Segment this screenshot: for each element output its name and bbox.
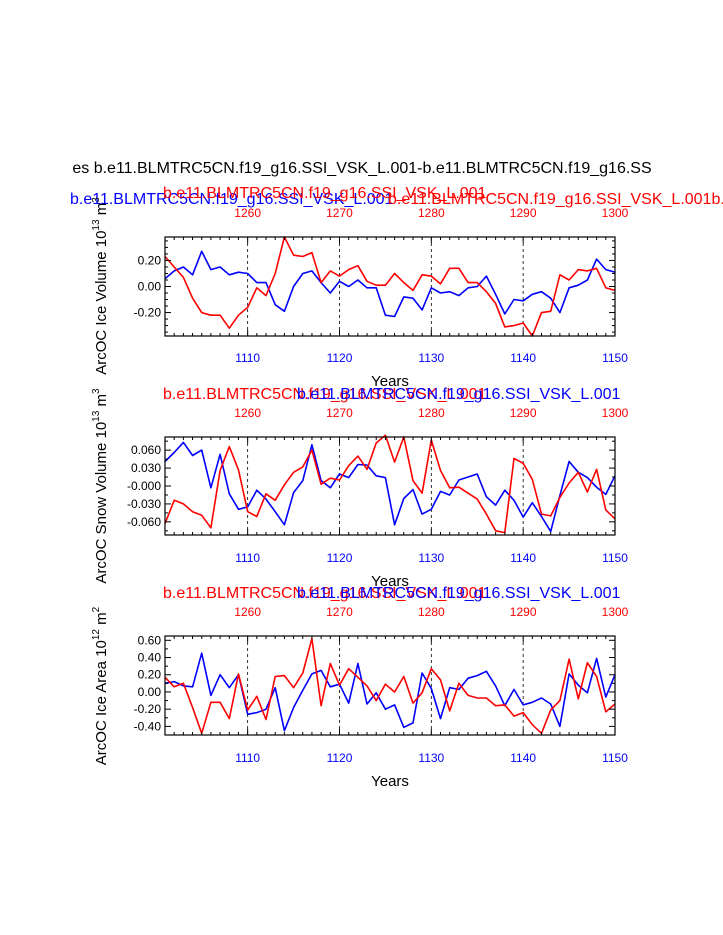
blue-series-line [164, 250, 616, 318]
y-tick-label: 0.20 [138, 253, 162, 267]
main-title: es b.e11.BLMTRC5CN.f19_g16.SSI_VSK_L.001… [72, 160, 651, 177]
x-tick-label-bottom: 1130 [418, 751, 444, 765]
x-tick-label-top: 1270 [326, 406, 353, 420]
x-tick-label-bottom: 1150 [602, 551, 628, 565]
x-axis-label: Years [371, 573, 409, 590]
y-tick-label: 0.40 [138, 651, 162, 665]
x-tick-label-top: 1300 [602, 206, 629, 220]
x-tick-label-bottom: 1150 [602, 751, 628, 765]
plot-frame [164, 436, 616, 536]
chart-ice-area: b.e11.BLMTRC5CN.f19_g16.SSI_VSK_L.001b.e… [91, 585, 629, 790]
chart-panels: b.e11.BLMTRC5CN.f19_g16.SSI_VSK_L.001 111… [91, 185, 629, 790]
y-axis-label: ArcOC Ice Volume 1013 m3 [91, 197, 110, 375]
y-tick-label: -0.20 [134, 306, 162, 320]
x-tick-label-bottom: 1140 [510, 551, 536, 565]
x-tick-label-top: 1280 [418, 605, 445, 619]
x-tick-label-bottom: 1120 [327, 551, 353, 565]
y-tick-label: -0.060 [127, 515, 161, 529]
x-tick-label-top: 1300 [602, 605, 629, 619]
x-tick-label-top: 1270 [326, 605, 353, 619]
x-tick-label-bottom: 1130 [418, 551, 444, 565]
y-axis-label: ArcOC Ice Area 1012 m2 [91, 606, 110, 765]
red-series-title: b.e11.BLMTRC5CN.f19_g16.SSI_VSK_L.001 [163, 386, 487, 403]
top-red-title: b.e11.BLMTRC5CN.f19_g16.SSI_VSK_L.001b.e… [388, 191, 723, 208]
y-tick-label: 0.00 [138, 685, 162, 699]
x-tick-label-bottom: 1110 [235, 551, 260, 565]
x-tick-label-top: 1300 [602, 406, 629, 420]
y-tick-label: 0.20 [138, 668, 162, 682]
red-series-line [164, 434, 616, 534]
x-tick-label-bottom: 1120 [327, 751, 353, 765]
red-series-title: b.e11.BLMTRC5CN.f19_g16.SSI_VSK_L.001 [163, 185, 487, 202]
x-tick-label-top: 1290 [510, 206, 537, 220]
red-series-line [164, 637, 616, 735]
red-series-title: b.e11.BLMTRC5CN.f19_g16.SSI_VSK_L.001 [163, 585, 487, 602]
red-series-line [164, 236, 616, 337]
x-tick-label-top: 1260 [234, 206, 261, 220]
x-tick-label-top: 1260 [234, 605, 261, 619]
x-tick-label-top: 1270 [326, 206, 353, 220]
y-axis-label: ArcOC Snow Volume 1013 m3 [91, 388, 110, 584]
x-tick-label-bottom: 1120 [327, 351, 353, 365]
blue-series-title: b.e11.BLMTRC5CN.f19_g16.SSI_VSK_L.001 [297, 386, 621, 403]
x-tick-label-top: 1280 [418, 406, 445, 420]
y-tick-label: 0.60 [138, 633, 162, 647]
chart-ice-volume: b.e11.BLMTRC5CN.f19_g16.SSI_VSK_L.001 111… [91, 185, 629, 390]
x-axis-label: Years [371, 773, 409, 790]
x-tick-label-top: 1290 [510, 406, 537, 420]
y-tick-label: 0.060 [131, 443, 161, 457]
y-tick-label: -0.20 [134, 702, 162, 716]
x-tick-label-bottom: 1110 [235, 351, 260, 365]
plot-frame [164, 236, 616, 337]
blue-series-title: b.e11.BLMTRC5CN.f19_g16.SSI_VSK_L.001 [297, 585, 621, 602]
y-tick-label: 0.030 [131, 461, 161, 475]
x-tick-label-bottom: 1130 [418, 351, 444, 365]
x-axis-label: Years [371, 373, 409, 390]
chart-snow-volume: b.e11.BLMTRC5CN.f19_g16.SSI_VSK_L.001b.e… [91, 386, 629, 590]
blue-series-line [164, 441, 616, 533]
x-tick-label-top: 1290 [510, 605, 537, 619]
x-tick-label-bottom: 1140 [510, 751, 536, 765]
plot-frame [164, 635, 616, 736]
top-blue-title: b.e11.BLMTRC5CN.f19_g16.SSI_VSK_L.001 [70, 191, 394, 208]
x-tick-label-top: 1280 [418, 206, 445, 220]
x-tick-label-bottom: 1150 [602, 351, 628, 365]
y-tick-label: -0.000 [127, 479, 161, 493]
x-tick-label-bottom: 1110 [235, 751, 260, 765]
y-tick-label: -0.030 [127, 497, 161, 511]
y-tick-label: -0.40 [134, 719, 162, 733]
x-tick-label-top: 1260 [234, 406, 261, 420]
x-tick-label-bottom: 1140 [510, 351, 536, 365]
y-tick-label: 0.00 [138, 280, 162, 294]
